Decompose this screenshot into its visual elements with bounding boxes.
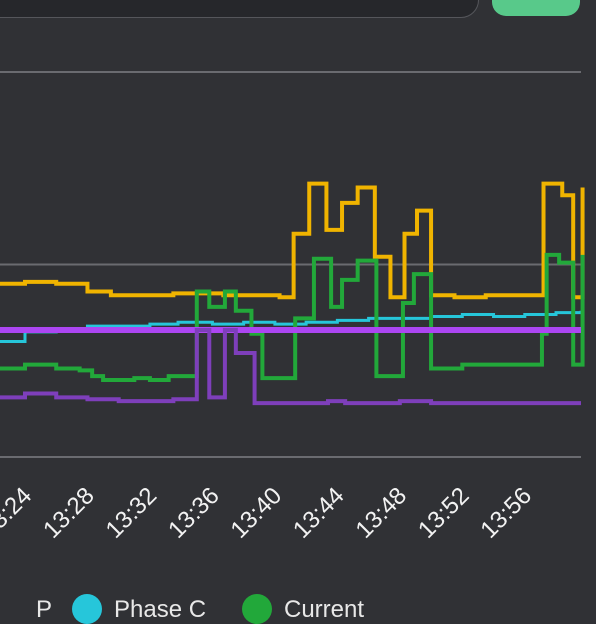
legend-label: Phase C: [114, 596, 207, 623]
series-line-4: [0, 327, 581, 406]
legend-label: Current: [284, 596, 365, 623]
x-axis-ticks: 13:24 13:28 13:32 13:36 13:40 13:44 13:48 13:52…: [0, 482, 537, 544]
chart-series: [0, 181, 585, 406]
chart-legend[interactable]: P Phase C Current: [0, 590, 596, 624]
chart-grid: [0, 71, 581, 458]
series-line-2: [0, 252, 585, 382]
x-tick-label: 13:44: [288, 482, 350, 544]
legend-swatch: [72, 594, 102, 624]
x-tick-label: 13:24: [0, 482, 37, 544]
x-tick-label: 13:52: [413, 482, 475, 544]
x-tick-label: 13:48: [351, 482, 413, 544]
x-tick-label: 13:32: [101, 482, 163, 544]
legend-swatch: [242, 594, 272, 624]
series-line-0: [0, 181, 585, 300]
x-tick-label: 13:40: [226, 482, 288, 544]
x-tick-label: 13:28: [38, 482, 100, 544]
legend-label: P: [36, 596, 53, 623]
x-tick-label: 13:56: [475, 482, 537, 544]
action-button[interactable]: [492, 0, 580, 16]
series-line-1: [0, 310, 583, 343]
x-tick-label: 13:36: [163, 482, 225, 544]
line-chart: 13:24 13:28 13:32 13:36 13:40 13:44 13:48 13:52…: [0, 71, 585, 544]
top-bar: [0, 0, 596, 20]
